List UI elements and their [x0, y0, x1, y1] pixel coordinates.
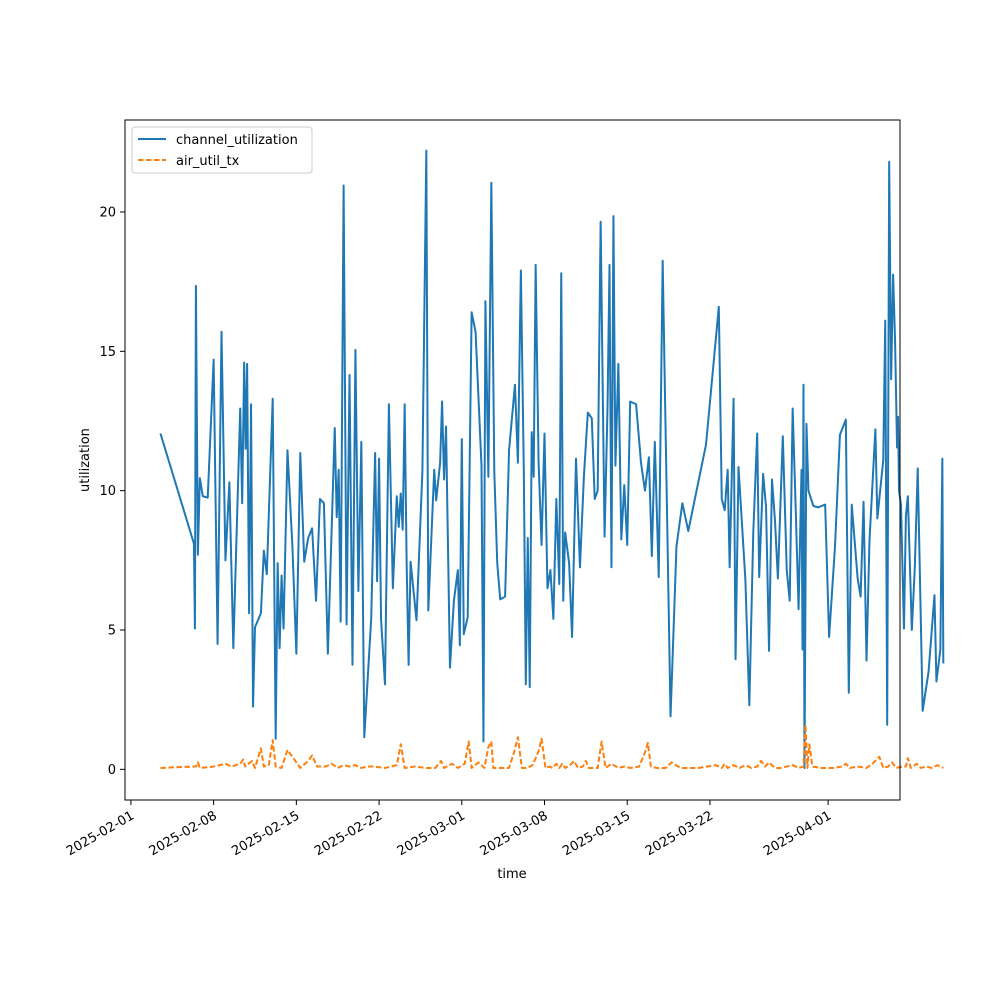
y-tick-label: 15 [99, 345, 116, 360]
y-tick-label: 20 [99, 205, 116, 220]
legend-label-air-util-tx: air_util_tx [176, 154, 240, 169]
plot-area [159, 149, 945, 769]
y-axis-ticks: 0 5 10 15 20 [99, 205, 125, 778]
legend-box [131, 126, 313, 174]
series-line-channel-utilization [159, 149, 945, 769]
series-line-air-util-tx [160, 723, 944, 769]
legend: channel_utilization air_util_tx [131, 126, 313, 174]
y-tick-label: 0 [108, 763, 116, 778]
axes-frame [124, 119, 901, 801]
legend-label-channel-utilization: channel_utilization [176, 133, 298, 148]
x-axis-label: time [497, 867, 526, 882]
y-axis-label: utilization [78, 428, 93, 492]
y-tick-label: 10 [99, 484, 116, 499]
y-tick-label: 5 [108, 624, 116, 639]
